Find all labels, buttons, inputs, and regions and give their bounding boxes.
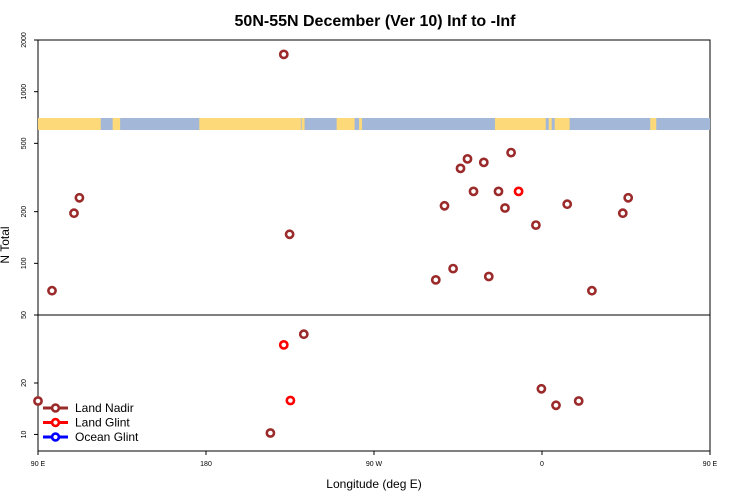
land-segment xyxy=(650,118,657,130)
ocean-band xyxy=(38,118,710,130)
legend-marker xyxy=(50,417,61,428)
data-point-land-nadir xyxy=(33,396,43,406)
y-tick-label: 2000 xyxy=(21,32,28,48)
data-point-land-nadir xyxy=(483,271,494,282)
legend-label: Land Nadir xyxy=(75,401,134,415)
y-tick-label: 20 xyxy=(21,379,28,387)
data-point-land-nadir xyxy=(587,285,597,296)
data-point-land-nadir xyxy=(298,329,309,340)
land-segment xyxy=(554,118,570,130)
x-tick-label: 90 E xyxy=(703,461,718,468)
data-point-land-nadir xyxy=(462,153,473,164)
x-tick-label: 90 W xyxy=(366,461,383,468)
data-point-land-nadir xyxy=(478,157,489,168)
data-point-land-nadir xyxy=(468,186,479,197)
data-point-land-nadir xyxy=(69,208,79,219)
data-point-land-nadir xyxy=(493,186,504,197)
y-tick-label: 200 xyxy=(21,206,28,218)
legend-marker xyxy=(50,432,61,442)
data-point-land-nadir xyxy=(562,199,573,210)
land-segment xyxy=(301,118,305,130)
data-point-land-nadir xyxy=(284,229,295,240)
x-tick-label: 90 E xyxy=(31,461,46,468)
y-axis-label: N Total xyxy=(0,226,12,263)
data-points xyxy=(33,49,634,438)
x-axis-ticks: 90 E 180 90 W 0 90 E xyxy=(31,451,718,468)
data-point-land-glint xyxy=(285,395,296,406)
chart-title: 50N-55N December (Ver 10) Inf to -Inf xyxy=(235,13,517,30)
y-tick-label: 10 xyxy=(21,430,28,438)
land-ocean-strip xyxy=(38,118,710,130)
data-point-land-nadir xyxy=(448,263,458,274)
legend-marker xyxy=(50,403,61,413)
land-segment xyxy=(112,118,121,130)
data-point-land-nadir xyxy=(506,147,516,158)
land-segment xyxy=(359,118,363,130)
data-point-land-nadir xyxy=(430,274,441,285)
y-tick-label: 1000 xyxy=(21,84,28,100)
data-point-land-nadir xyxy=(531,220,541,230)
data-point-land-nadir xyxy=(439,200,450,211)
data-point-land-nadir xyxy=(265,428,276,438)
y-axis-ticks: 50 100 200 500 1000 2000 10 20 xyxy=(21,32,38,438)
legend-label: Land Glint xyxy=(75,416,130,430)
land-segment xyxy=(548,118,552,130)
data-point-land-nadir xyxy=(500,203,510,213)
y-tick-label: 100 xyxy=(21,257,28,269)
data-point-land-nadir xyxy=(551,400,561,411)
data-point-land-glint xyxy=(278,339,289,350)
legend-label: Ocean Glint xyxy=(75,430,139,444)
data-point-land-nadir xyxy=(74,192,85,203)
data-point-land-nadir xyxy=(455,163,466,174)
land-segment xyxy=(199,118,301,130)
data-point-land-nadir xyxy=(536,383,547,394)
x-axis-label: Longitude (deg E) xyxy=(326,477,421,491)
x-tick-label: 180 xyxy=(200,461,212,468)
plot-frame xyxy=(37,39,711,452)
land-segment xyxy=(38,118,101,130)
data-point-land-nadir xyxy=(573,396,584,406)
land-segment xyxy=(336,118,355,130)
y-tick-label: 500 xyxy=(21,137,28,149)
data-point-land-nadir xyxy=(617,208,628,219)
data-point-land-nadir xyxy=(47,285,57,296)
x-tick-label: 0 xyxy=(540,461,544,468)
y-tick-label: 50 xyxy=(21,311,28,319)
data-point-land-nadir xyxy=(623,192,634,203)
data-point-land-nadir xyxy=(278,49,289,60)
data-point-land-glint xyxy=(513,186,524,197)
plot-area: 90 E 180 90 W 0 90 E 50 100 200 500 1000 2000 10 20 xyxy=(21,32,718,468)
land-segment xyxy=(494,118,546,130)
